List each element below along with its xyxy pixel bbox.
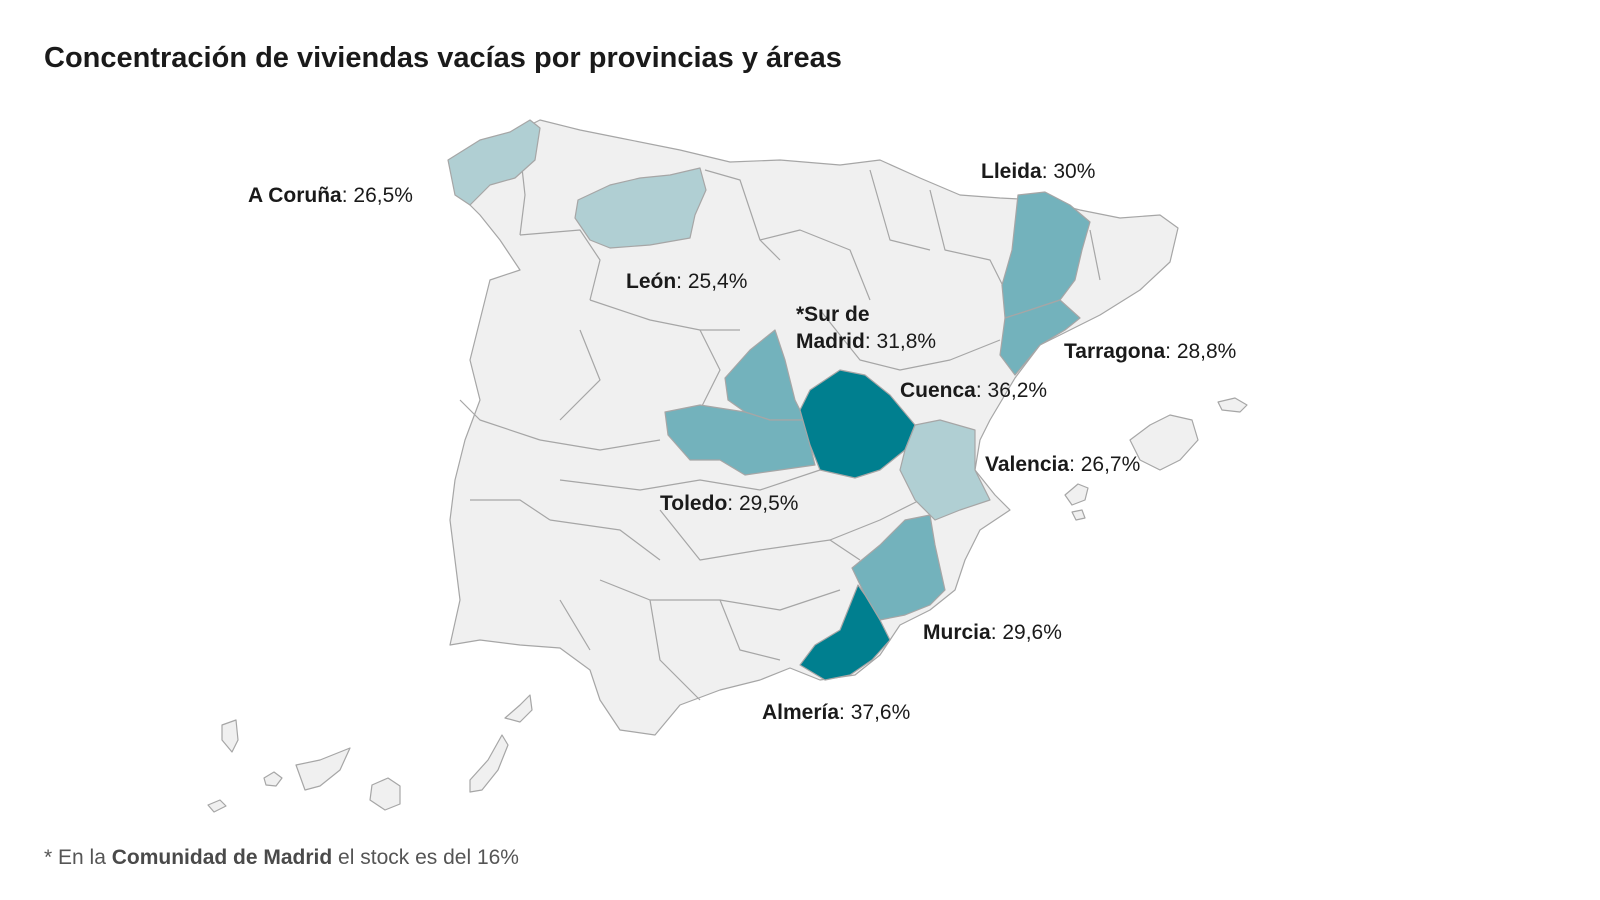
island-ibiza: [1064, 483, 1089, 506]
island-gran-canaria: [369, 777, 401, 811]
province-leon: [574, 167, 707, 249]
label-a-coruna: A Coruña: 26,5%: [248, 184, 413, 207]
label-cuenca: Cuenca: 36,2%: [900, 379, 1048, 402]
province-lleida: [1001, 191, 1091, 319]
island-menorca: [1217, 397, 1248, 413]
province-toledo: [664, 404, 816, 476]
label-valencia: Valencia: 26,7%: [985, 453, 1141, 476]
footnote: * En la Comunidad de Madrid el stock es …: [44, 846, 519, 869]
island-lanzarote: [504, 694, 533, 723]
label-lleida: Lleida: 30%: [981, 160, 1096, 183]
island-la-palma: [221, 719, 239, 753]
province-valencia: [899, 419, 991, 521]
island-formentera: [1071, 509, 1086, 521]
island-la-gomera: [263, 771, 283, 787]
label-sur-de-madrid: *Sur de Madrid: 31,8%: [796, 303, 937, 353]
island-el-hierro: [207, 799, 227, 813]
label-murcia: Murcia: 29,6%: [923, 621, 1062, 644]
province-tarragona: [999, 299, 1081, 376]
island-mallorca: [1129, 414, 1199, 471]
chart-title: Concentración de viviendas vacías por pr…: [44, 42, 842, 74]
island-tenerife: [295, 747, 351, 791]
island-fuerteventura: [469, 734, 509, 793]
province-a-coruna: [447, 119, 541, 206]
label-toledo: Toledo: 29,5%: [660, 492, 799, 515]
label-almeria: Almería: 37,6%: [762, 701, 911, 724]
label-tarragona: Tarragona: 28,8%: [1064, 340, 1237, 363]
province-almeria: [799, 584, 891, 681]
province-borders: [459, 149, 1101, 701]
label-leon: León: 25,4%: [626, 270, 748, 293]
